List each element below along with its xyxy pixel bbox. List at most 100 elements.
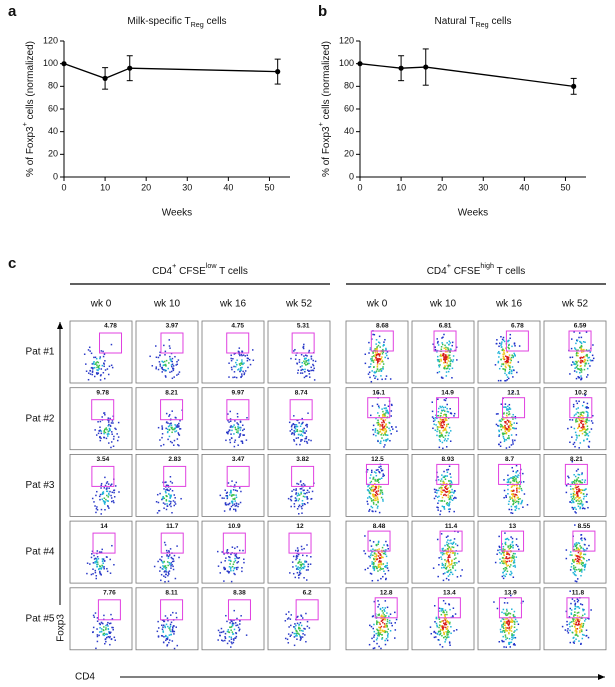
event-dot (566, 549, 568, 551)
event-dot (504, 353, 506, 355)
event-dot (367, 503, 369, 505)
event-dot (376, 493, 378, 495)
event-dot (574, 507, 576, 509)
event-dot (163, 365, 165, 367)
event-dot (179, 434, 181, 436)
event-dot (158, 369, 160, 371)
x-tick-label: 10 (396, 182, 406, 192)
event-dot (306, 436, 308, 438)
event-dot (375, 435, 377, 437)
event-dot (235, 428, 237, 430)
event-dot (503, 413, 505, 415)
event-dot (448, 432, 450, 434)
event-dot (430, 626, 432, 628)
event-dot (103, 558, 105, 560)
y-tick-label: 20 (48, 149, 58, 159)
event-dot (585, 554, 587, 556)
event-dot (584, 369, 586, 371)
event-dot (583, 549, 585, 551)
event-dot (569, 623, 571, 625)
event-dot (450, 539, 452, 541)
event-dot (578, 623, 580, 625)
event-dot (449, 567, 451, 569)
event-dot (303, 483, 305, 485)
event-dot (237, 624, 239, 626)
event-dot (100, 487, 102, 489)
event-dot (374, 354, 376, 356)
column-label: wk 16 (219, 299, 247, 310)
event-dot (306, 579, 308, 581)
event-dot (454, 490, 456, 492)
flow-plot: 8.21 (136, 388, 198, 450)
event-dot (577, 621, 579, 623)
event-dot (503, 552, 505, 554)
event-dot (445, 362, 447, 364)
event-dot (172, 482, 174, 484)
event-dot (446, 541, 448, 543)
event-dot (296, 492, 298, 494)
event-dot (436, 435, 438, 437)
event-dot (242, 371, 244, 373)
event-dot (500, 445, 502, 447)
event-dot (511, 557, 513, 559)
event-dot (391, 410, 393, 412)
event-dot (379, 342, 381, 344)
event-dot (172, 640, 174, 642)
event-dot (572, 572, 574, 574)
event-dot (512, 555, 514, 557)
event-dot (582, 625, 584, 627)
event-dot (377, 549, 379, 551)
event-dot (496, 424, 498, 426)
event-dot (442, 548, 444, 550)
event-dot (578, 435, 580, 437)
event-dot (498, 362, 500, 364)
event-dot (228, 431, 230, 433)
event-dot (228, 631, 230, 633)
event-dot (118, 422, 120, 424)
event-dot (295, 358, 297, 360)
event-dot (453, 491, 455, 493)
event-dot (566, 485, 568, 487)
event-dot (381, 564, 383, 566)
event-dot (449, 357, 451, 359)
event-dot (433, 418, 435, 420)
event-dot (385, 600, 387, 602)
event-dot (102, 351, 104, 353)
event-dot (588, 446, 590, 448)
event-dot (306, 355, 308, 357)
flow-plot: 8.7 (478, 454, 540, 516)
event-dot (513, 634, 515, 636)
event-dot (221, 551, 223, 553)
event-dot (295, 559, 297, 561)
event-dot (175, 503, 177, 505)
event-dot (101, 483, 103, 485)
event-dot (381, 614, 383, 616)
event-dot (235, 366, 237, 368)
event-dot (292, 632, 294, 634)
event-dot (448, 503, 450, 505)
event-dot (503, 368, 505, 370)
event-dot (240, 421, 242, 423)
event-dot (175, 612, 177, 614)
group-header-part: CFSE (451, 266, 481, 277)
event-dot (435, 632, 437, 634)
gate-percent: 8.74 (295, 389, 308, 396)
event-dot (156, 366, 158, 368)
event-dot (96, 372, 98, 374)
event-dot (511, 608, 513, 610)
event-dot (303, 496, 305, 498)
event-dot (443, 633, 445, 635)
event-dot (509, 369, 511, 371)
event-dot (394, 612, 396, 614)
event-dot (241, 375, 243, 377)
event-dot (509, 421, 511, 423)
event-dot (293, 423, 295, 425)
event-dot (234, 376, 236, 378)
event-dot (448, 622, 450, 624)
group-header-part: CD4 (152, 266, 172, 277)
event-dot (513, 577, 515, 579)
event-dot (386, 426, 388, 428)
event-dot (499, 353, 501, 355)
event-dot (514, 343, 516, 345)
event-dot (450, 549, 452, 551)
